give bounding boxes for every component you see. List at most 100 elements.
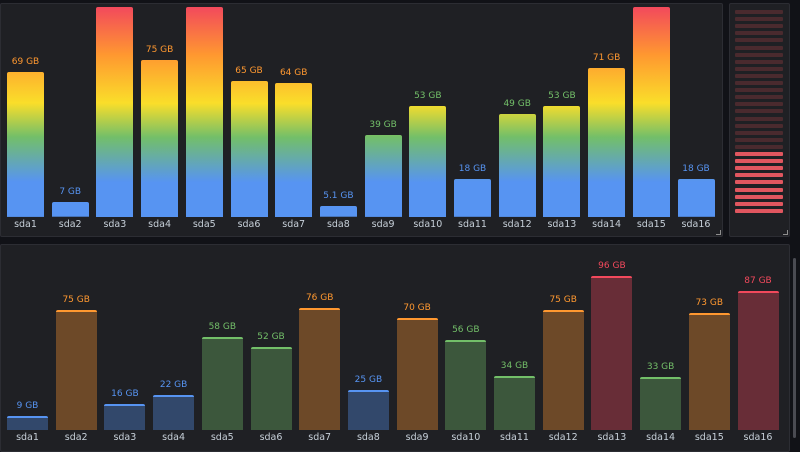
bar-value-label: 34 GB bbox=[500, 360, 529, 371]
gauge-bar[interactable] bbox=[141, 59, 179, 217]
bar-value-label: 5.1 GB bbox=[323, 191, 354, 202]
top-bar-gauge-panel[interactable]: 69 GB sda1 7 GB sda2 sda3 75 GB sda4 sda5 65 GB s… bbox=[0, 3, 723, 237]
gauge-bar[interactable] bbox=[185, 7, 223, 217]
bar-value-label: 22 GB bbox=[159, 379, 188, 390]
bar-value-label: 25 GB bbox=[354, 375, 383, 385]
resize-handle-icon[interactable] bbox=[716, 230, 721, 235]
bar-axis-label: sda2 bbox=[64, 432, 88, 443]
bar-axis-label: sda2 bbox=[58, 219, 82, 230]
gauge-led-segment bbox=[735, 38, 783, 43]
bar-axis-label: sda12 bbox=[502, 219, 532, 230]
bar-axis-label: sda5 bbox=[192, 219, 216, 230]
gauge-bar[interactable] bbox=[688, 313, 730, 430]
gauge-led-segment bbox=[735, 45, 783, 50]
resize-handle-icon[interactable] bbox=[783, 230, 788, 235]
bottom-bar-gauge-panel[interactable]: 9 GB sda1 75 GB sda2 16 GB sda3 22 GB sda4 58 GB… bbox=[0, 244, 790, 452]
bar-axis-label: sda3 bbox=[113, 432, 137, 443]
gauge-led-segment bbox=[735, 208, 783, 213]
gauge-led-segment bbox=[735, 201, 783, 206]
bar-axis-label: sda12 bbox=[548, 432, 578, 443]
gauge-bar[interactable] bbox=[498, 114, 536, 217]
bar-axis-label: sda15 bbox=[694, 432, 724, 443]
gauge-bar[interactable] bbox=[396, 318, 438, 430]
gauge-led-segment bbox=[735, 180, 783, 185]
page-scrollbar[interactable] bbox=[793, 258, 796, 438]
gauge-led-segment bbox=[735, 187, 783, 192]
bar-value-label: 73 GB bbox=[695, 298, 724, 309]
gauge-led-segment bbox=[735, 194, 783, 199]
gauge-bar[interactable] bbox=[153, 394, 195, 430]
gauge-led-segment bbox=[735, 88, 783, 93]
gauge-led-segment bbox=[735, 102, 783, 107]
gauge-led-segment bbox=[735, 31, 783, 36]
gauge-bar[interactable] bbox=[543, 105, 581, 217]
gauge-led-segment bbox=[735, 66, 783, 71]
gauge-bar[interactable] bbox=[230, 80, 268, 217]
bar-value-label: 75 GB bbox=[145, 44, 174, 55]
gauge-bar[interactable] bbox=[347, 390, 389, 430]
gauge-bar[interactable] bbox=[542, 310, 584, 430]
bar-value-label: 87 GB bbox=[744, 275, 772, 286]
bar-axis-label: sda11 bbox=[500, 432, 529, 443]
bar-axis-label: sda3 bbox=[103, 219, 127, 230]
bar-value-label: 39 GB bbox=[369, 120, 397, 131]
bar-value-label: 96 GB bbox=[598, 261, 626, 272]
gauge-led-segment bbox=[735, 123, 783, 128]
bar-value-label: 53 GB bbox=[414, 90, 442, 101]
bar-axis-label: sda16 bbox=[681, 219, 711, 230]
bar-axis-label: sda6 bbox=[259, 432, 283, 443]
retro-lcd-gauge-panel[interactable] bbox=[729, 3, 790, 237]
bar-axis-label: sda6 bbox=[237, 219, 261, 230]
bar-axis-label: sda14 bbox=[592, 219, 622, 230]
gauge-bar[interactable] bbox=[319, 206, 357, 217]
bar-axis-label: sda5 bbox=[210, 432, 234, 443]
gauge-bar[interactable] bbox=[640, 377, 682, 430]
gauge-bar[interactable] bbox=[7, 415, 48, 430]
gauge-bar[interactable] bbox=[201, 337, 243, 430]
gauge-bar[interactable] bbox=[7, 72, 44, 217]
gauge-led-segment bbox=[735, 116, 783, 121]
gauge-bar[interactable] bbox=[677, 179, 715, 217]
gauge-bar[interactable] bbox=[275, 82, 313, 217]
bar-value-label: 49 GB bbox=[503, 99, 531, 110]
gauge-bar[interactable] bbox=[737, 290, 779, 430]
bar-value-label: 52 GB bbox=[257, 331, 285, 342]
gauge-led-segment bbox=[735, 17, 783, 22]
gauge-led-segment bbox=[735, 159, 783, 164]
gauge-bar[interactable] bbox=[409, 105, 447, 217]
bar-axis-label: sda9 bbox=[405, 432, 429, 443]
bar-axis-label: sda13 bbox=[547, 219, 577, 230]
gauge-bar[interactable] bbox=[96, 7, 134, 217]
bar-axis-label: sda10 bbox=[451, 432, 481, 443]
gauge-led-segment bbox=[735, 73, 783, 78]
gauge-bar[interactable] bbox=[364, 135, 402, 217]
bar-value-label: 7 GB bbox=[59, 187, 82, 198]
bar-axis-label: sda15 bbox=[636, 219, 666, 230]
gauge-bar[interactable] bbox=[299, 308, 341, 430]
gauge-led-segment bbox=[735, 166, 783, 171]
bar-axis-label: sda7 bbox=[282, 219, 306, 230]
gauge-bar[interactable] bbox=[591, 276, 633, 430]
bar-axis-label: sda9 bbox=[371, 219, 395, 230]
gauge-bar[interactable] bbox=[588, 67, 626, 217]
gauge-led-segment bbox=[735, 173, 783, 178]
bar-value-label: 75 GB bbox=[62, 295, 90, 305]
bar-value-label: 9 GB bbox=[16, 400, 39, 411]
gauge-bar[interactable] bbox=[445, 340, 487, 430]
bar-value-label: 69 GB bbox=[11, 57, 40, 68]
bar-axis-label: sda1 bbox=[14, 219, 37, 230]
bar-axis-label: sda7 bbox=[308, 432, 332, 443]
gauge-bar[interactable] bbox=[51, 202, 89, 217]
bar-value-label: 56 GB bbox=[452, 325, 480, 336]
gauge-led-segment bbox=[735, 144, 783, 149]
bar-value-label: 53 GB bbox=[548, 90, 576, 101]
gauge-bar[interactable] bbox=[632, 7, 670, 217]
gauge-bar[interactable] bbox=[494, 375, 535, 430]
gauge-bar[interactable] bbox=[454, 179, 491, 217]
bar-value-label: 76 GB bbox=[305, 293, 334, 304]
gauge-bar[interactable] bbox=[104, 404, 146, 430]
gauge-bar[interactable] bbox=[250, 346, 292, 430]
bar-value-label: 58 GB bbox=[208, 322, 237, 333]
gauge-bar[interactable] bbox=[55, 310, 97, 430]
bar-value-label: 18 GB bbox=[458, 164, 487, 175]
